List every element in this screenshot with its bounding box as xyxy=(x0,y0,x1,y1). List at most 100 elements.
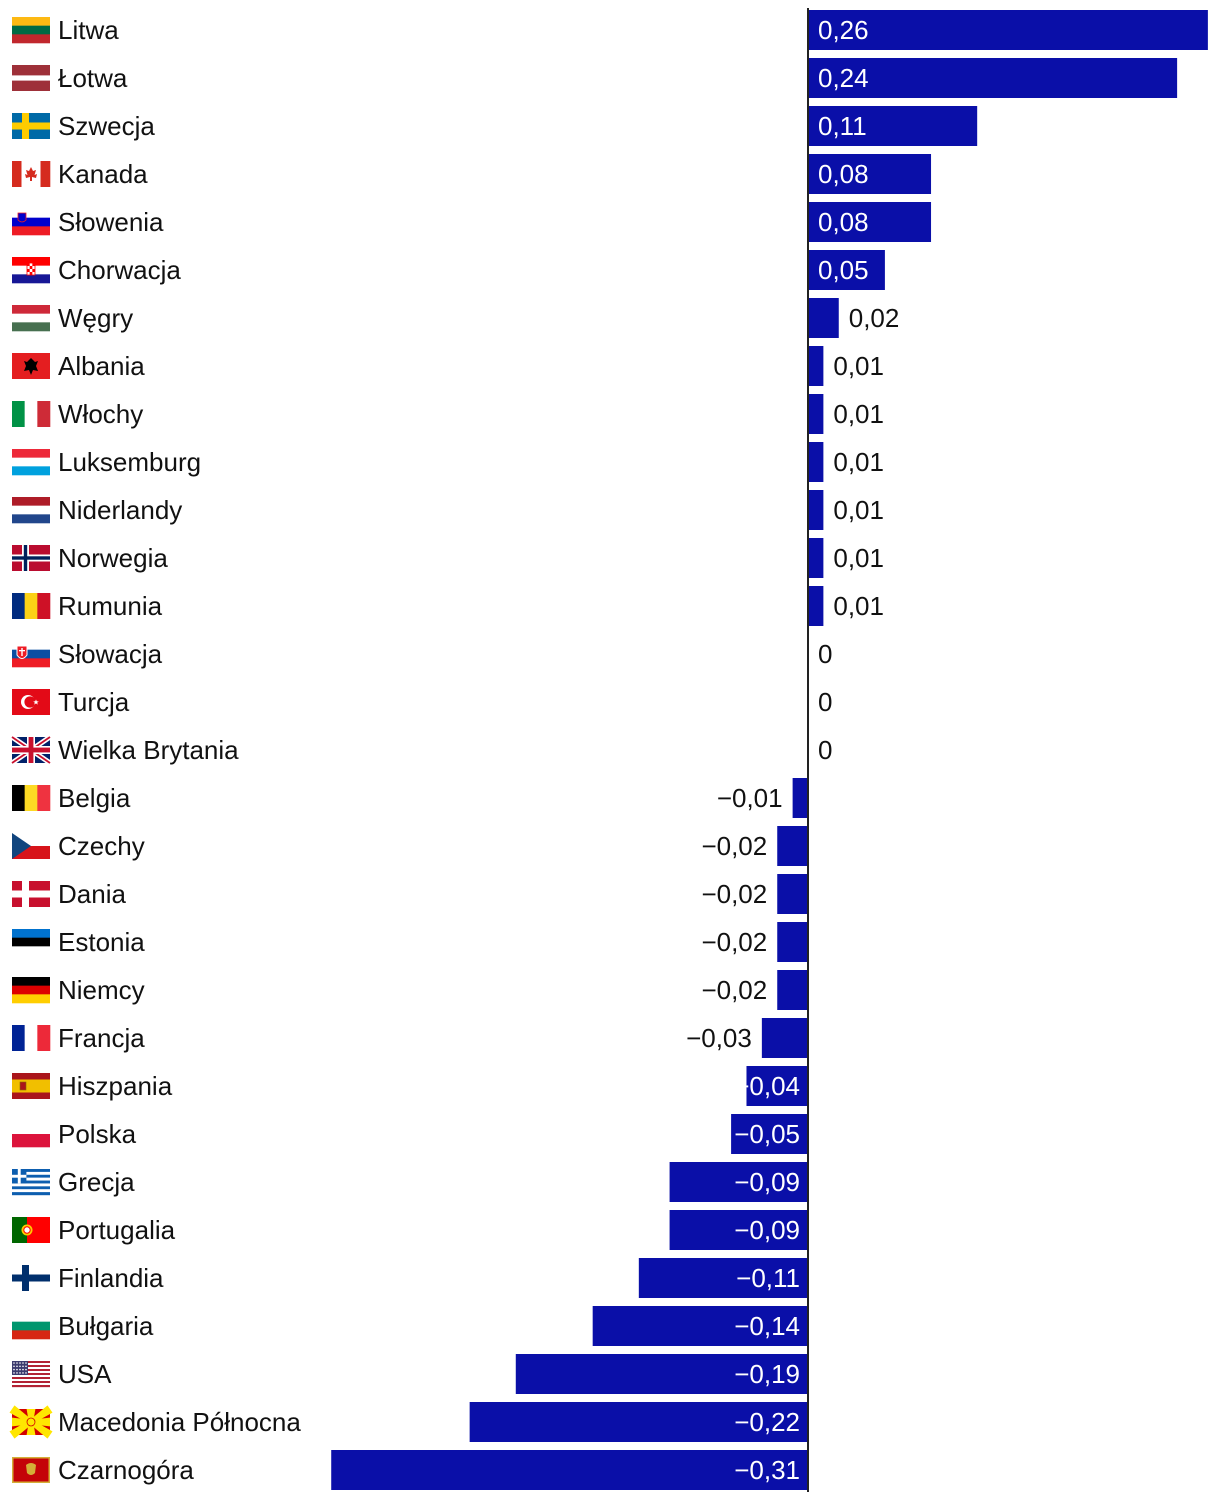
category-label: Albania xyxy=(58,351,145,381)
category-label: Estonia xyxy=(58,927,145,957)
data-label: 0 xyxy=(818,687,832,717)
germany-flag-icon xyxy=(12,977,50,1004)
bar xyxy=(746,1066,808,1106)
slovenia-flag-icon xyxy=(12,209,50,236)
data-label: −0,31 xyxy=(734,1455,800,1485)
data-label: −0,03 xyxy=(686,1023,752,1053)
category-label: Rumunia xyxy=(58,591,163,621)
category-label: Grecja xyxy=(58,1167,135,1197)
category-label: Niderlandy xyxy=(58,495,182,525)
bar xyxy=(808,106,978,146)
data-label: 0,01 xyxy=(833,399,884,429)
montenegro-flag-icon xyxy=(12,1457,50,1483)
bar xyxy=(808,154,932,194)
bar-row: Słowenia 0,08 xyxy=(12,202,932,242)
category-label: Czechy xyxy=(58,831,145,861)
category-label: Słowacja xyxy=(58,639,163,669)
bar-row: Macedonia Północna −0,22 xyxy=(9,1402,808,1442)
bar xyxy=(731,1114,808,1154)
data-label: −0,01 xyxy=(717,783,783,813)
estonia-flag-icon xyxy=(12,929,50,956)
bar-row: Polska −0,05 xyxy=(12,1114,808,1154)
bar-row: Luksemburg 0,01 xyxy=(12,442,884,482)
bar-row: USA −0,19 xyxy=(12,1354,808,1394)
category-label: Dania xyxy=(58,879,126,909)
romania-flag-icon xyxy=(12,593,51,619)
bar xyxy=(777,970,808,1010)
bar-row: Norwegia 0,01 xyxy=(12,538,884,578)
bar-row: Chorwacja 0,05 xyxy=(12,250,885,290)
bar xyxy=(592,1306,808,1346)
data-label: −0,04 xyxy=(734,1071,800,1101)
poland-flag-icon xyxy=(12,1121,50,1148)
bar xyxy=(669,1162,808,1202)
finland-flag-icon xyxy=(12,1265,50,1291)
data-label: 0,01 xyxy=(833,495,884,525)
category-label: Norwegia xyxy=(58,543,168,573)
bar xyxy=(761,1018,808,1058)
bar-row: Grecja −0,09 xyxy=(12,1162,808,1202)
data-label: −0,02 xyxy=(701,831,767,861)
data-label: 0,11 xyxy=(818,111,867,141)
czechia-flag-icon xyxy=(12,833,50,859)
data-label: 0,01 xyxy=(833,447,884,477)
bar-row: Francja −0,03 xyxy=(12,1018,808,1058)
bar xyxy=(808,394,824,434)
category-label: Luksemburg xyxy=(58,447,201,477)
bar-row: Litwa 0,26 xyxy=(12,10,1208,50)
bar xyxy=(808,298,839,338)
bar-row: Kanada 0,08 xyxy=(12,154,932,194)
albania-flag-icon xyxy=(12,353,50,379)
category-label: Turcja xyxy=(58,687,130,717)
bar-row: Niderlandy 0,01 xyxy=(12,490,884,530)
bar xyxy=(777,922,808,962)
latvia-flag-icon xyxy=(12,65,50,91)
bar xyxy=(808,442,824,482)
data-label: 0 xyxy=(818,735,832,765)
category-label: Łotwa xyxy=(58,63,128,93)
category-label: Kanada xyxy=(58,159,148,189)
data-label: 0,02 xyxy=(849,303,900,333)
category-label: Szwecja xyxy=(58,111,155,141)
category-label: Finlandia xyxy=(58,1263,164,1293)
bar xyxy=(808,490,824,530)
category-label: Bułgaria xyxy=(58,1311,154,1341)
bar-row: Czechy −0,02 xyxy=(12,826,808,866)
bar-row: Hiszpania −0,04 xyxy=(12,1066,808,1106)
category-label: Niemcy xyxy=(58,975,145,1005)
bar-row: Węgry 0,02 xyxy=(12,298,899,338)
bar-row: Portugalia −0,09 xyxy=(12,1210,808,1250)
bar-row: Finlandia −0,11 xyxy=(12,1258,808,1298)
data-label: 0,01 xyxy=(833,591,884,621)
usa-flag-icon xyxy=(12,1361,50,1388)
category-label: USA xyxy=(58,1359,112,1389)
data-label: 0,26 xyxy=(818,15,869,45)
bar xyxy=(808,58,1178,98)
greece-flag-icon xyxy=(12,1169,50,1196)
bar-row: Dania −0,02 xyxy=(12,874,808,914)
north-macedonia-flag-icon xyxy=(9,1405,53,1439)
data-label: 0 xyxy=(818,639,832,669)
data-label: 0,05 xyxy=(818,255,869,285)
belgium-flag-icon xyxy=(12,785,51,811)
bar-row: Belgia −0,01 xyxy=(12,778,808,818)
bar-row: Słowacja 0 xyxy=(12,639,832,669)
data-label: −0,19 xyxy=(734,1359,800,1389)
bar-row: Niemcy −0,02 xyxy=(12,970,808,1010)
bar xyxy=(808,250,885,290)
category-label: Portugalia xyxy=(58,1215,176,1245)
category-label: Polska xyxy=(58,1119,137,1149)
bar-row: Bułgaria −0,14 xyxy=(12,1306,808,1346)
bar-row: Włochy 0,01 xyxy=(12,394,884,434)
category-label: Hiszpania xyxy=(58,1071,173,1101)
slovakia-flag-icon xyxy=(12,641,50,668)
bar xyxy=(777,826,808,866)
data-label: 0,08 xyxy=(818,159,869,189)
france-flag-icon xyxy=(12,1025,51,1051)
data-label: −0,02 xyxy=(701,975,767,1005)
category-label: Czarnogóra xyxy=(58,1455,194,1485)
bar-row: Wielka Brytania 0 xyxy=(10,734,832,766)
data-label: 0,01 xyxy=(833,543,884,573)
